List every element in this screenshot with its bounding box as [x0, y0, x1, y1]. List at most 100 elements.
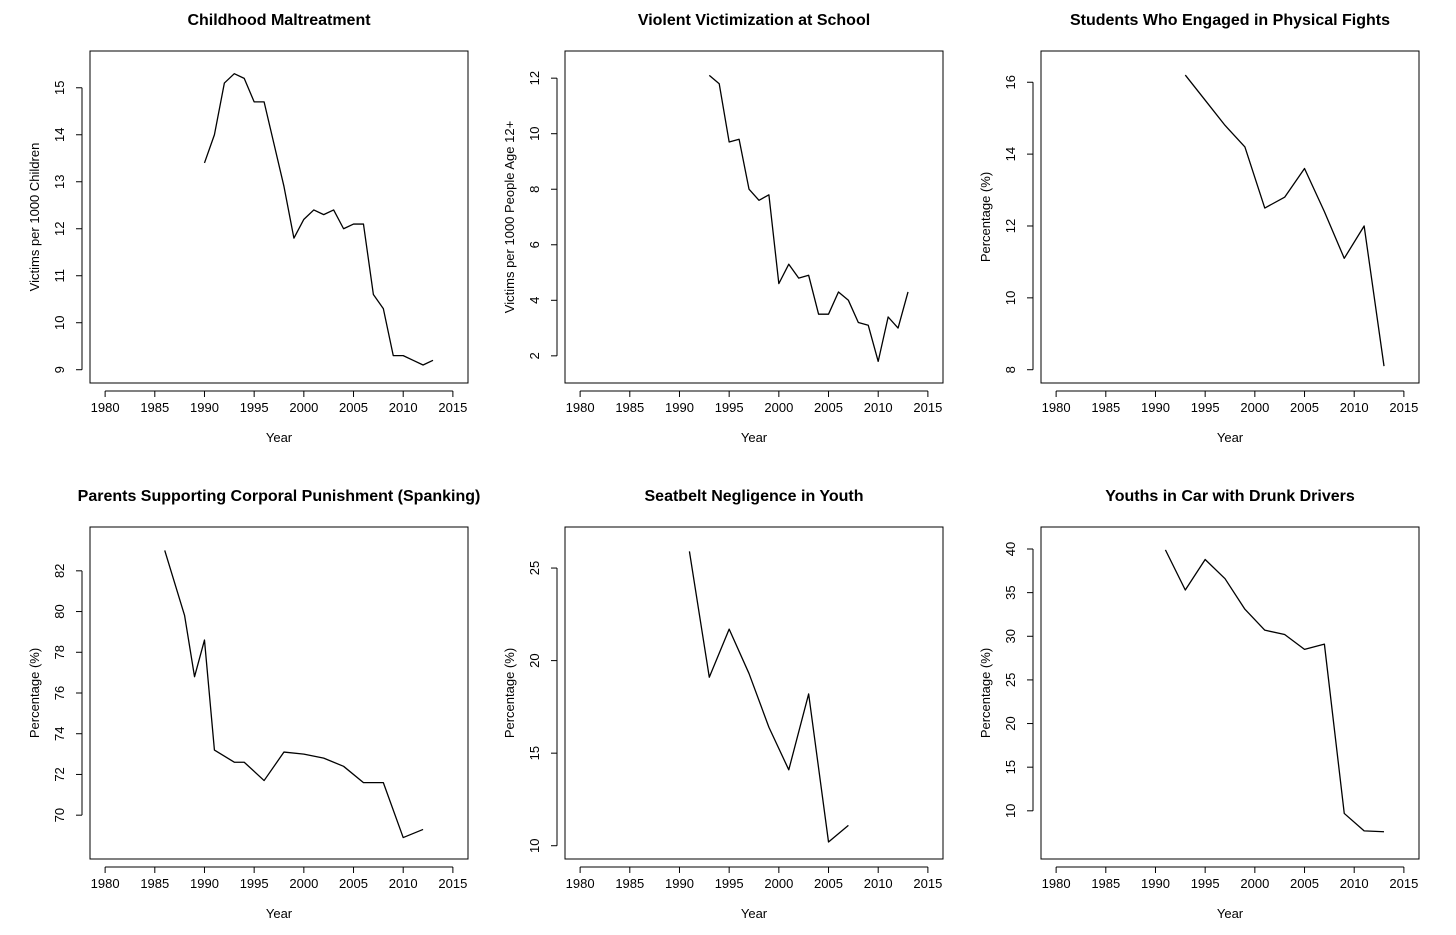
x-tick-label: 1985	[615, 400, 644, 415]
x-tick-label: 2005	[814, 876, 843, 891]
series-line	[164, 550, 424, 839]
y-tick-label: 10	[527, 126, 542, 140]
x-axis-label: Year	[266, 430, 293, 445]
x-axis-label: Year	[266, 906, 293, 921]
x-tick-label: 1995	[715, 876, 744, 891]
y-tick-label: 14	[1003, 147, 1018, 161]
y-tick-label: 30	[1003, 629, 1018, 643]
y-tick-label: 15	[52, 81, 67, 95]
x-tick-label: 1995	[1191, 876, 1220, 891]
x-tick-label: 1985	[140, 876, 169, 891]
x-tick-label: 1985	[615, 876, 644, 891]
plot-frame	[1040, 526, 1420, 860]
y-tick-label: 25	[1003, 673, 1018, 687]
x-tick-label: 2005	[1290, 876, 1319, 891]
x-tick-label: 2005	[339, 400, 368, 415]
x-tick-label: 2005	[814, 400, 843, 415]
x-tick-label: 1990	[665, 876, 694, 891]
x-axis-label: Year	[1217, 906, 1244, 921]
y-tick-label: 12	[527, 71, 542, 85]
x-tick-label: 2015	[1389, 876, 1418, 891]
x-tick-label: 1990	[190, 400, 219, 415]
x-tick-label: 1995	[715, 400, 744, 415]
chart-title: Students Who Engaged in Physical Fights	[1070, 12, 1390, 29]
x-tick-label: 1985	[1091, 400, 1120, 415]
x-tick-label: 2010	[389, 400, 418, 415]
x-tick-label: 2010	[389, 876, 418, 891]
chart-panel-5: Seatbelt Negligence in Youth 1980 1985 1990…	[502, 488, 944, 921]
chart-panel-4: Parents Supporting Corporal Punishment (…	[27, 488, 480, 921]
y-tick-label: 10	[1003, 291, 1018, 305]
x-tick-label: 2015	[913, 400, 942, 415]
y-tick-label: 4	[527, 297, 542, 304]
x-tick-label: 1980	[1042, 876, 1071, 891]
x-tick-label: 1990	[1141, 876, 1170, 891]
y-tick-label: 70	[52, 808, 67, 822]
x-tick-label: 1980	[566, 400, 595, 415]
series-line	[688, 551, 849, 843]
y-tick-label: 40	[1003, 542, 1018, 556]
x-tick-label: 2015	[438, 400, 467, 415]
series-line	[708, 74, 909, 363]
x-tick-label: 1995	[1191, 400, 1220, 415]
x-tick-label: 2015	[438, 876, 467, 891]
chart-title: Parents Supporting Corporal Punishment (…	[78, 488, 481, 505]
x-tick-label: 2000	[289, 876, 318, 891]
y-axis-label: Percentage (%)	[978, 172, 993, 262]
y-tick-label: 78	[52, 645, 67, 659]
y-tick-label: 10	[1003, 804, 1018, 818]
y-tick-label: 9	[52, 366, 67, 373]
y-axis-label: Victims per 1000 Children	[27, 143, 42, 292]
x-tick-label: 2000	[764, 400, 793, 415]
x-tick-label: 2000	[764, 876, 793, 891]
x-tick-label: 1995	[240, 876, 269, 891]
y-tick-label: 6	[527, 241, 542, 248]
x-tick-label: 2010	[864, 400, 893, 415]
y-axis-label: Percentage (%)	[502, 648, 517, 738]
y-tick-label: 11	[52, 269, 67, 283]
x-tick-label: 2005	[1290, 400, 1319, 415]
x-tick-label: 1980	[1042, 400, 1071, 415]
y-tick-label: 15	[527, 746, 542, 760]
chart-title: Youths in Car with Drunk Drivers	[1105, 488, 1355, 505]
y-tick-label: 82	[52, 564, 67, 578]
y-tick-label: 80	[52, 604, 67, 618]
y-axis-label: Victims per 1000 People Age 12+	[502, 121, 517, 313]
y-tick-label: 76	[52, 686, 67, 700]
x-tick-label: 2005	[339, 876, 368, 891]
y-tick-label: 14	[52, 128, 67, 142]
y-tick-label: 12	[52, 222, 67, 236]
x-tick-label: 1990	[665, 400, 694, 415]
x-tick-label: 2000	[1240, 876, 1269, 891]
y-tick-label: 35	[1003, 585, 1018, 599]
y-tick-label: 20	[1003, 716, 1018, 730]
chart-title: Violent Victimization at School	[638, 12, 870, 29]
x-tick-label: 2010	[1340, 876, 1369, 891]
plot-frame	[564, 526, 944, 860]
y-tick-label: 72	[52, 767, 67, 781]
y-axis-label: Percentage (%)	[27, 648, 42, 738]
plot-frame	[564, 50, 944, 384]
x-axis-label: Year	[741, 906, 768, 921]
y-tick-label: 16	[1003, 75, 1018, 89]
plot-frame	[89, 50, 469, 384]
y-tick-label: 20	[527, 653, 542, 667]
chart-panel-1: Childhood Maltreatment 1980 1985 1990 1995 20…	[27, 12, 469, 445]
x-tick-label: 2000	[1240, 400, 1269, 415]
y-tick-label: 15	[1003, 760, 1018, 774]
y-axis-label: Percentage (%)	[978, 648, 993, 738]
x-tick-label: 2010	[1340, 400, 1369, 415]
y-tick-label: 2	[527, 352, 542, 359]
x-axis-label: Year	[741, 430, 768, 445]
x-tick-label: 1990	[190, 876, 219, 891]
x-tick-label: 2000	[289, 400, 318, 415]
y-tick-label: 74	[52, 726, 67, 740]
x-tick-label: 2015	[913, 876, 942, 891]
y-tick-label: 8	[1003, 366, 1018, 373]
y-tick-label: 13	[52, 175, 67, 189]
y-tick-label: 12	[1003, 219, 1018, 233]
x-tick-label: 2010	[864, 876, 893, 891]
x-axis-label: Year	[1217, 430, 1244, 445]
x-tick-label: 1985	[140, 400, 169, 415]
